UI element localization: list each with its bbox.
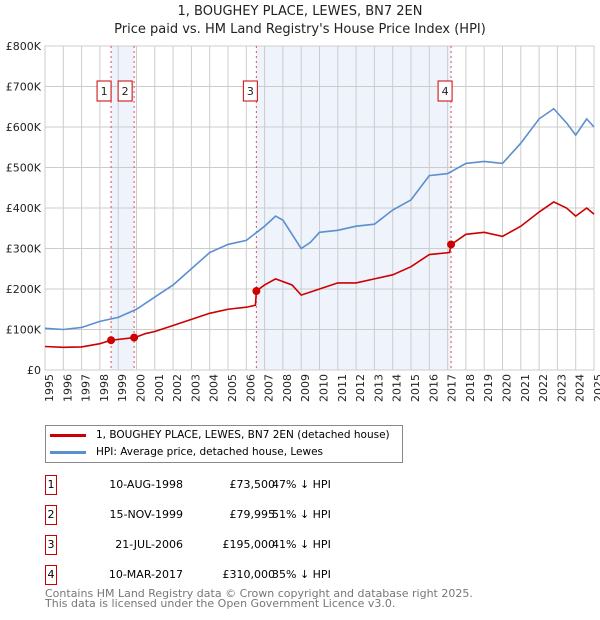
sale-label: 3	[247, 85, 254, 98]
sale-price: £195,000	[222, 538, 276, 551]
x-tick-label: 2003	[189, 374, 202, 402]
sale-badge: 1	[45, 475, 57, 495]
x-tick-label: 2025	[592, 374, 600, 402]
sale-label-box	[242, 80, 258, 102]
x-tick-label: 2006	[244, 374, 257, 402]
x-tick-label: 2024	[574, 374, 587, 402]
x-tick-label: 2005	[226, 374, 239, 402]
sale-point	[447, 240, 456, 249]
sale-point	[130, 333, 139, 342]
chart-title: 1, BOUGHEY PLACE, LEWES, BN7 2EN	[177, 4, 423, 19]
x-tick-label: 2020	[501, 374, 514, 402]
y-tick-label: £700K	[6, 81, 42, 94]
x-tick-label: 1999	[116, 374, 129, 402]
sale-hpi-diff: 41% ↓ HPI	[272, 538, 331, 551]
x-tick-label: 2019	[482, 374, 495, 402]
sale-point	[107, 336, 116, 345]
sale-point	[252, 287, 261, 296]
sale-date: 10-MAR-2017	[108, 568, 183, 581]
x-tick-label: 2022	[537, 374, 550, 402]
x-tick-label: 2016	[427, 374, 440, 402]
sale-hpi-diff: 35% ↓ HPI	[272, 568, 331, 581]
sale-price: £310,000	[222, 568, 276, 581]
x-tick-label: 2013	[372, 374, 385, 402]
sale-label: 1	[101, 85, 108, 98]
sale-label-box	[437, 80, 453, 102]
x-tick-label: 2021	[519, 374, 532, 402]
x-tick-label: 2017	[446, 374, 459, 402]
footer-line-1: Contains HM Land Registry data © Crown c…	[45, 587, 473, 600]
legend: 1, BOUGHEY PLACE, LEWES, BN7 2EN (detach…	[45, 425, 403, 463]
sale-row: 3 21-JUL-2006 £195,000 41% ↓ HPI	[45, 535, 445, 555]
footer-line-2: This data is licensed under the Open Gov…	[45, 597, 396, 610]
sale-price: £73,500	[229, 478, 276, 491]
x-tick-label: 2008	[281, 374, 294, 402]
legend-label-hpi: HPI: Average price, detached house, Lewe…	[96, 446, 324, 458]
y-tick-label: £200K	[6, 283, 42, 296]
x-tick-label: 2011	[336, 374, 349, 402]
y-tick-label: £600K	[6, 121, 42, 134]
legend-label-property: 1, BOUGHEY PLACE, LEWES, BN7 2EN (detach…	[96, 429, 390, 441]
x-tick-label: 1997	[80, 374, 93, 402]
sale-label: 2	[122, 85, 129, 98]
y-tick-label: £0	[27, 364, 41, 377]
sale-row: 2 15-NOV-1999 £79,995 51% ↓ HPI	[45, 505, 445, 525]
x-tick-label: 2018	[464, 374, 477, 402]
sale-date: 10-AUG-1998	[109, 478, 183, 491]
x-tick-label: 1996	[61, 374, 74, 402]
sale-price: £79,995	[229, 508, 276, 521]
sale-label: 4	[442, 85, 449, 98]
x-tick-label: 2012	[354, 374, 367, 402]
x-tick-label: 1995	[43, 374, 56, 402]
sale-hpi-diff: 47% ↓ HPI	[272, 478, 331, 491]
plot-area: 1995 1996 1997 1998 1999 2000 2001 2002 2003 2004…	[6, 40, 600, 402]
legend-swatch-property	[50, 433, 86, 437]
property-price-line	[44, 201, 595, 349]
sale-badge: 4	[45, 565, 57, 585]
x-tick-label: 2009	[299, 374, 312, 402]
y-tick-label: £800K	[6, 40, 42, 53]
legend-swatch-hpi	[50, 450, 86, 454]
sale-label-box	[117, 80, 133, 102]
sale-row: 1 10-AUG-1998 £73,500 47% ↓ HPI	[45, 475, 445, 495]
x-tick-label: 2023	[555, 374, 568, 402]
sale-label-box	[96, 80, 112, 102]
x-tick-label: 2014	[391, 374, 404, 402]
footer: Contains HM Land Registry data © Crown c…	[45, 587, 473, 610]
sale-row: 4 10-MAR-2017 £310,000 35% ↓ HPI	[45, 565, 445, 585]
y-tick-label: £300K	[6, 243, 42, 256]
x-tick-label: 2001	[153, 374, 166, 402]
hpi-line	[44, 107, 595, 331]
x-tick-label: 2004	[208, 374, 221, 402]
sale-date: 15-NOV-1999	[109, 508, 183, 521]
x-tick-label: 1998	[98, 374, 111, 402]
x-tick-label: 2015	[409, 374, 422, 402]
x-tick-label: 2007	[263, 374, 276, 402]
sale-badge: 3	[45, 535, 57, 555]
y-tick-label: £100K	[6, 324, 42, 337]
sale-date: 21-JUL-2006	[115, 538, 183, 551]
plot-frame	[44, 45, 595, 371]
x-tick-label: 2000	[135, 374, 148, 402]
sale-hpi-diff: 51% ↓ HPI	[272, 508, 331, 521]
x-tick-label: 2002	[171, 374, 184, 402]
x-tick-label: 2010	[318, 374, 331, 402]
sale-badge: 2	[45, 505, 57, 525]
y-tick-label: £500K	[6, 162, 42, 175]
chart-subtitle: Price paid vs. HM Land Registry's House …	[114, 22, 486, 37]
y-tick-label: £400K	[6, 202, 42, 215]
